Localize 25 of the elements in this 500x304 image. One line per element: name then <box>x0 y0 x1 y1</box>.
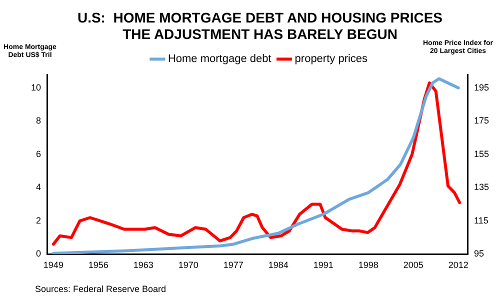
y2-tick-label: 115 <box>474 215 488 226</box>
y2-tick-label: 95 <box>474 248 484 259</box>
legend-label: Home mortgage debt <box>168 53 272 66</box>
y-tick-label: 6 <box>36 148 42 159</box>
legend-label: property prices <box>294 53 368 66</box>
x-tick-label: 1991 <box>313 260 334 270</box>
y2-tick-label: 135 <box>474 182 490 192</box>
x-tick-label: 1977 <box>223 260 244 270</box>
x-tick-label: 1949 <box>43 260 64 270</box>
x-tick-label: 2012 <box>448 260 468 270</box>
y-tick-label: 2 <box>36 215 42 226</box>
x-tick-label: 1963 <box>133 260 154 270</box>
y2-tick-label: 175 <box>474 116 490 126</box>
y-tick-label: 4 <box>36 182 42 192</box>
y2-tick-label: 195 <box>474 82 490 92</box>
y-tick-label: 10 <box>30 82 42 92</box>
y2-tick-label: 155 <box>474 148 490 159</box>
x-tick-label: 1998 <box>358 260 378 270</box>
y-tick-label: 8 <box>36 116 42 126</box>
x-tick-label: 2005 <box>403 260 424 270</box>
source-note: Sources: Federal Reserve Board <box>35 284 166 294</box>
x-tick-label: 1956 <box>88 260 108 270</box>
y-tick-label: 0 <box>36 248 42 259</box>
x-tick-label: 1984 <box>268 260 288 270</box>
x-tick-label: 1970 <box>178 260 198 270</box>
